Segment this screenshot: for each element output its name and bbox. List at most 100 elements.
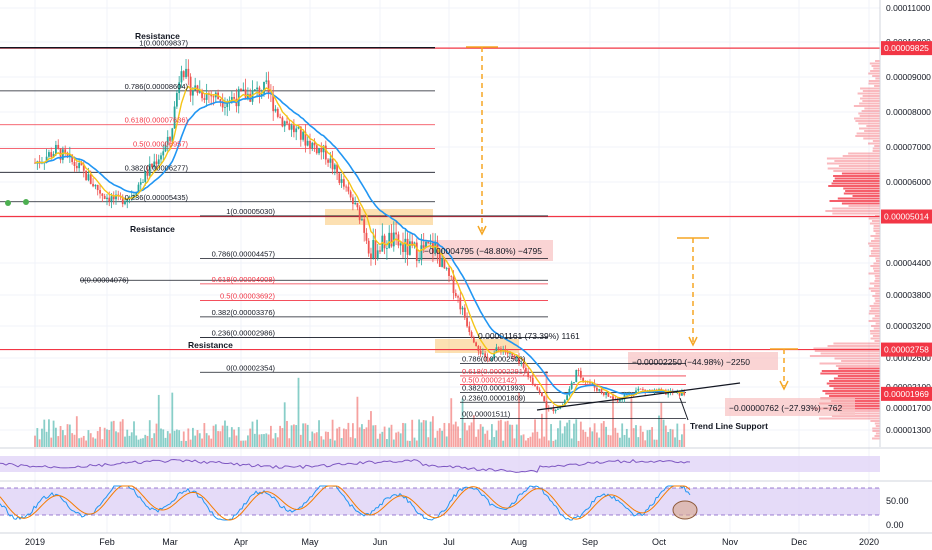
volume-bar [293, 424, 295, 447]
volume-bar [94, 438, 97, 447]
volume-bar [171, 392, 174, 447]
volume-bar [646, 430, 649, 447]
candle-body [466, 317, 468, 327]
candle-body [365, 232, 368, 241]
candle-body [135, 193, 138, 195]
price-badge-label: 0.00005014 [884, 212, 929, 222]
volume-bar [461, 398, 464, 447]
volume-bar [45, 431, 48, 447]
price-tick: 0.00001700 [886, 403, 931, 413]
candle-body [322, 145, 325, 153]
volume-profile-bar [855, 120, 880, 122]
volume-bar [411, 419, 414, 447]
time-tick: Jul [443, 537, 455, 547]
volume-bar [311, 431, 314, 447]
volume-bar [173, 430, 176, 447]
volume-bar [379, 433, 381, 447]
candle-body [637, 388, 640, 391]
volume-bar [219, 431, 222, 447]
candle-body [621, 399, 624, 401]
volume-bar [434, 437, 437, 447]
candle-body [434, 242, 437, 254]
candle-body [133, 194, 135, 197]
volume-profile-bar [870, 265, 880, 267]
volume-profile-bar [845, 190, 880, 192]
volume-profile-bar [842, 155, 880, 157]
chart-labels: ResistanceResistanceResistance1(0.000098… [80, 31, 842, 431]
volume-bar [166, 431, 169, 447]
candle-body [78, 162, 81, 169]
volume-profile-bar [872, 140, 880, 142]
time-axis[interactable]: 2019 Feb Mar Apr May Jun Jul Aug Sep Oct Nov Dec 202… [25, 537, 879, 547]
volume-bar [436, 430, 439, 447]
candle-body [481, 353, 484, 355]
candle-body [575, 369, 578, 383]
volume-profile-bar [868, 242, 880, 245]
stoch-k-line [0, 485, 691, 521]
candle-body [589, 382, 591, 384]
volume-bar [497, 420, 500, 447]
volume-bar [488, 439, 491, 447]
volume-bar [38, 439, 41, 447]
volume-bar [128, 435, 131, 447]
volume-profile-bar [853, 117, 880, 120]
volume-bar [55, 427, 57, 447]
volume-profile-bar [869, 305, 880, 307]
candle-body [340, 179, 343, 183]
candle-body [358, 207, 361, 221]
candle-body [370, 253, 372, 259]
fib-level-label: 0.236(0.00002986) [212, 328, 276, 337]
volume-bar [457, 426, 459, 447]
candle-body [180, 71, 183, 83]
volume-profile-bar [834, 160, 880, 162]
volume-bars [34, 371, 686, 447]
candle-body [486, 356, 489, 359]
candle-body [518, 357, 520, 364]
candle-body [374, 239, 377, 258]
volume-bar [85, 440, 87, 447]
volume-bar [409, 440, 411, 447]
candle-body [160, 155, 162, 160]
volume-bar [674, 437, 676, 447]
volume-bar [201, 438, 203, 447]
volume-bar [404, 423, 407, 447]
trend-line-support[interactable] [536, 382, 741, 411]
candle-body [395, 232, 397, 235]
candle-body [425, 241, 427, 248]
volume-bar [561, 433, 564, 447]
stoch-highlight-circle [672, 500, 698, 520]
volume-profile-bar [873, 227, 880, 230]
volume-profile-bar [841, 202, 880, 205]
volume-bar [66, 424, 69, 447]
candle-body [224, 107, 226, 108]
volume-bar [543, 436, 546, 447]
volume-bar [347, 422, 350, 447]
volume-profile-bar [834, 357, 880, 360]
volume-profile-bar [814, 350, 880, 352]
fib-level-label: 0(0.00002354) [226, 363, 275, 372]
volume-profile-bar [868, 272, 880, 275]
signal-dot [5, 200, 11, 206]
volume-bar [342, 428, 345, 447]
volume-bar [146, 435, 149, 447]
volume-bar [121, 419, 124, 447]
candle-body [276, 108, 279, 117]
volume-bar [279, 425, 281, 447]
candle-body [602, 392, 605, 395]
volume-profile-bar [818, 417, 880, 420]
volume-bar [267, 434, 270, 447]
candle-body [566, 395, 568, 401]
volume-profile-bar [833, 387, 880, 390]
volume-bar [484, 433, 487, 447]
candle-body [57, 144, 60, 149]
time-tick: 2020 [859, 537, 879, 547]
volume-profile-bar [874, 340, 880, 342]
volume-profile-bar [819, 362, 880, 365]
volume-bar [115, 431, 117, 447]
volume-profile-bar [809, 355, 880, 357]
candle-body [61, 149, 64, 160]
volume-bar [327, 431, 329, 447]
price-badge [881, 386, 932, 401]
candle-body [644, 389, 647, 392]
